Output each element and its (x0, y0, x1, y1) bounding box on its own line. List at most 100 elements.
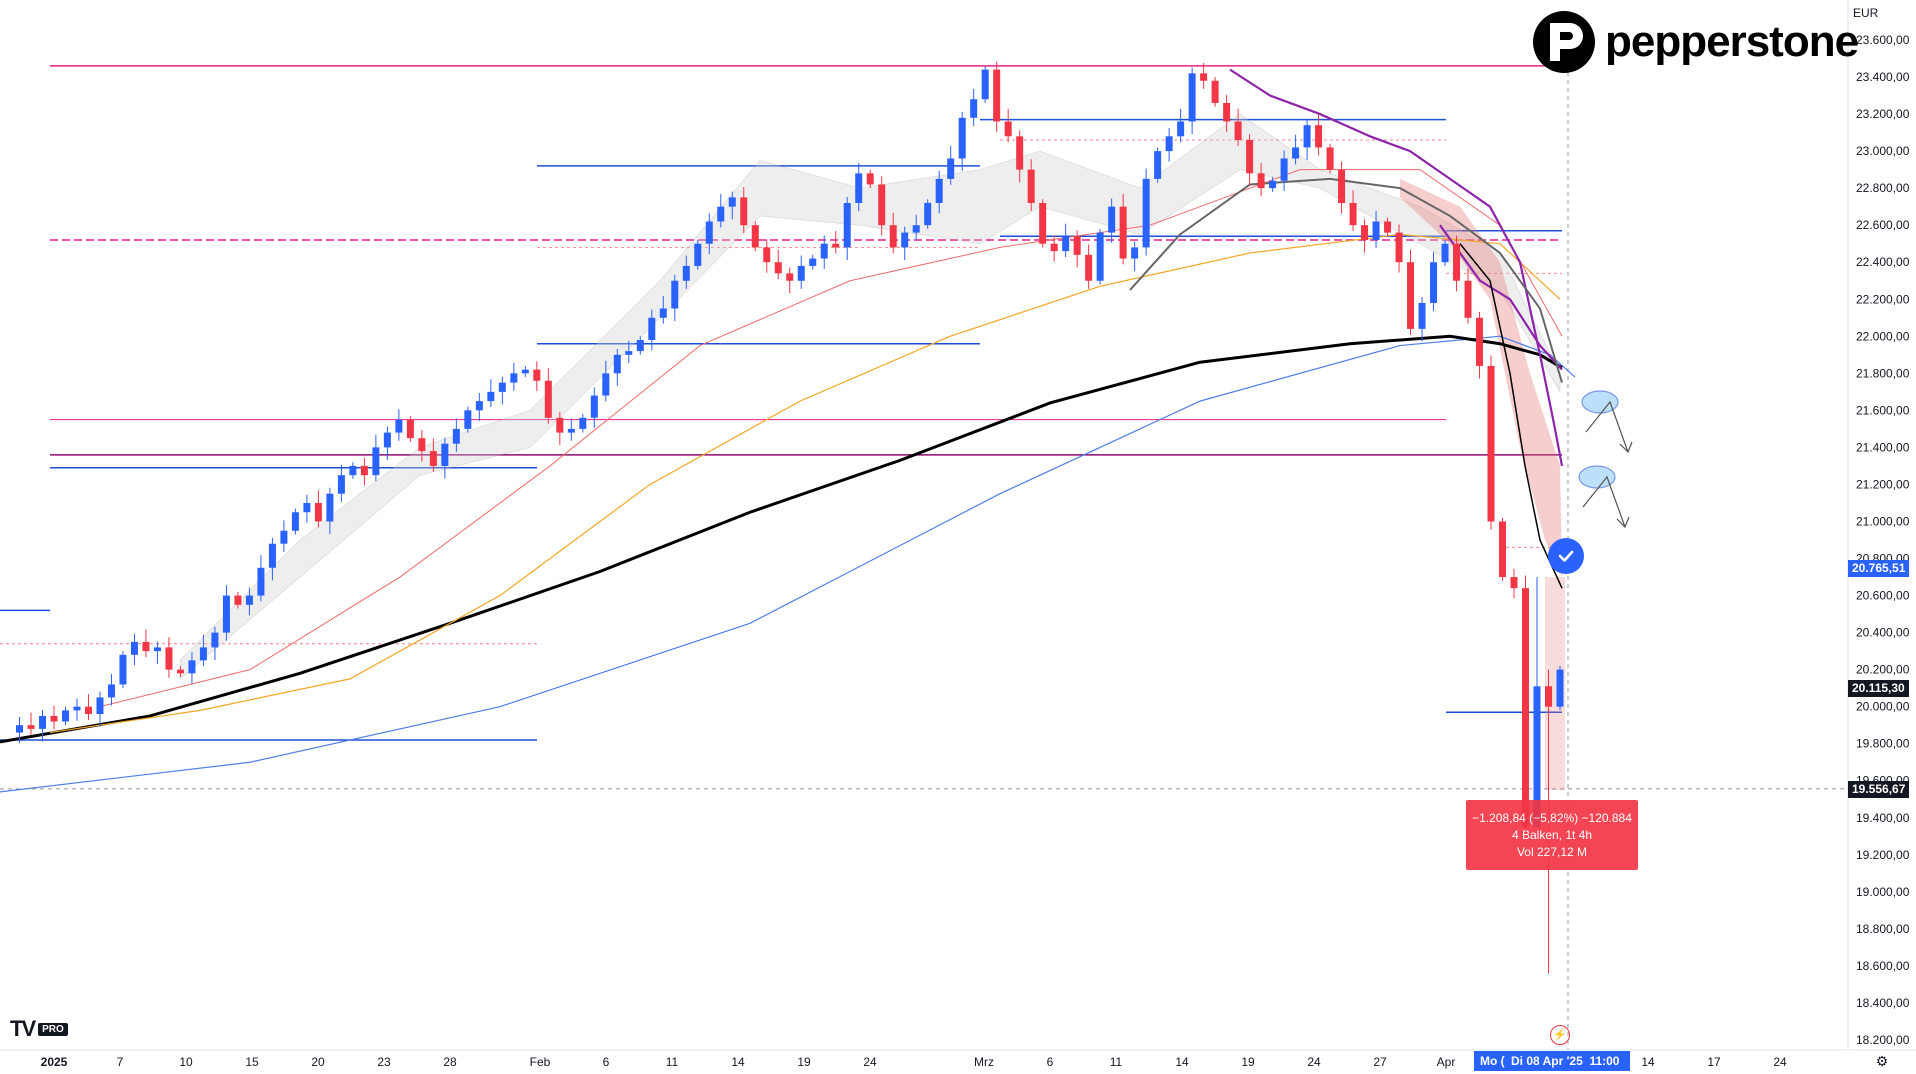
crosshair-date-text: Di 08 Apr '25 (1511, 1054, 1583, 1068)
time-tick-label: 20 (311, 1055, 325, 1069)
candle-body (705, 221, 713, 244)
candle-body (314, 502, 322, 522)
candle-body (234, 595, 242, 605)
candle-body (947, 158, 955, 179)
candle-body (1545, 686, 1553, 707)
ma-100-line (0, 334, 1563, 744)
price-axis[interactable]: 23.600,00 23.400,00 23.200,00 23.000,00 22.8… (1847, 0, 1910, 1050)
time-tick-label: 6 (1047, 1055, 1054, 1069)
candle-body (222, 595, 230, 633)
candle-body (1487, 365, 1495, 522)
candle-body (843, 202, 851, 248)
candle-body (820, 243, 828, 259)
price-tick-label: 19.800,00 (1856, 737, 1910, 751)
candle-body (1476, 317, 1484, 366)
candle-body (1131, 247, 1139, 259)
measure-volume: Vol 227,12 M (1516, 845, 1588, 859)
candle-body (1510, 577, 1518, 589)
time-tick-label: Apr (1437, 1055, 1456, 1069)
candle-body (1292, 147, 1300, 159)
candle-body (1211, 80, 1219, 103)
candle-body (717, 206, 725, 222)
candle-body (1004, 121, 1012, 137)
price-tick-label: 22.200,00 (1856, 292, 1910, 306)
user-drawings[interactable] (1578, 390, 1633, 529)
price-tick-label: 23.000,00 (1856, 144, 1910, 158)
flash-icon[interactable]: ⚡ (1550, 1025, 1570, 1045)
candle-body (1050, 243, 1058, 252)
candle-body (556, 417, 564, 433)
time-tick-label: 19 (797, 1055, 811, 1069)
time-tick-label: Feb (530, 1055, 551, 1069)
ma-20-line (99, 169, 1563, 708)
currency-label[interactable]: EUR (1853, 6, 1879, 20)
pro-badge: PRO (38, 1022, 68, 1036)
candle-body (130, 641, 138, 655)
candle-body (682, 265, 690, 281)
time-tick-label: 24 (1307, 1055, 1321, 1069)
candle-body (406, 419, 414, 439)
ma-50-line (49, 233, 1561, 734)
time-tick-label: 28 (443, 1055, 457, 1069)
price-tick-label: 22.000,00 (1856, 329, 1910, 343)
candle-body (1246, 140, 1254, 174)
time-axis[interactable]: 2025 7 10 15 20 23 28 Feb 6 11 14 19 24 Mrz 6 11 14 19 24 2… (0, 1049, 1916, 1069)
candle-body (533, 369, 541, 381)
crosshair-date: Di 08 Apr '25 11:00 (1505, 1051, 1630, 1071)
time-tick-label: 7 (117, 1055, 124, 1069)
candle-body (268, 543, 276, 568)
candle-body (648, 317, 656, 340)
alert-check-button[interactable] (1548, 538, 1584, 574)
candle-body (544, 380, 552, 418)
candle-body (1234, 121, 1242, 140)
candle-body (613, 354, 621, 374)
candle-body (349, 465, 357, 476)
time-tick-label: 17 (1707, 1055, 1721, 1069)
candle-body (1016, 136, 1024, 170)
price-tick-label: 20.000,00 (1856, 700, 1910, 714)
time-tick-label: 14 (731, 1055, 745, 1069)
time-tick-label: 10 (179, 1055, 193, 1069)
candles (15, 61, 1564, 974)
time-tick-label: 27 (1373, 1055, 1387, 1069)
price-tick-label: 21.600,00 (1856, 403, 1910, 417)
candle-body (326, 493, 334, 522)
candle-body (659, 308, 667, 318)
candle-body (1280, 158, 1288, 181)
price-tick-label: 19.000,00 (1856, 885, 1910, 899)
candle-body (1177, 121, 1185, 137)
tradingview-logo[interactable]: TV PRO (10, 1016, 68, 1042)
price-tick-label: 19.400,00 (1856, 811, 1910, 825)
candle-body (84, 706, 92, 715)
price-tick-label: 23.600,00 (1856, 33, 1910, 47)
price-tick-label: 18.600,00 (1856, 959, 1910, 973)
candle-body (924, 202, 932, 226)
settings-icon[interactable]: ⚙ (1875, 1053, 1889, 1069)
candle-body (50, 715, 58, 722)
crosshair-price-tag: 19.556,67 (1848, 781, 1910, 798)
candle-body (1085, 254, 1093, 281)
candle-body (475, 401, 483, 411)
candle-body (1315, 125, 1323, 148)
candle-body (1384, 221, 1392, 233)
candle-body (1039, 202, 1047, 244)
candle-body (61, 710, 69, 722)
candle-body (1108, 206, 1116, 233)
candle-body (1326, 147, 1334, 170)
last-price-tag: 20.115,30 (1848, 680, 1909, 697)
candle-body (1303, 125, 1311, 148)
candle-body (1073, 236, 1081, 255)
candle-body (878, 184, 886, 226)
candle-body (958, 117, 966, 159)
candle-body (1407, 262, 1415, 329)
time-tick-label: 14 (1175, 1055, 1189, 1069)
candle-body (521, 369, 529, 374)
candle-body (1372, 221, 1380, 240)
candle-body (797, 265, 805, 281)
candle-body (96, 697, 104, 715)
measurement-tooltip: −1.208,84 (−5,82%) −120.884 4 Balken, 1t… (1466, 800, 1638, 870)
candle-body (1349, 202, 1357, 226)
crosshair-date-left: Mo ( (1474, 1051, 1514, 1071)
time-tick-label: 14 (1641, 1055, 1655, 1069)
